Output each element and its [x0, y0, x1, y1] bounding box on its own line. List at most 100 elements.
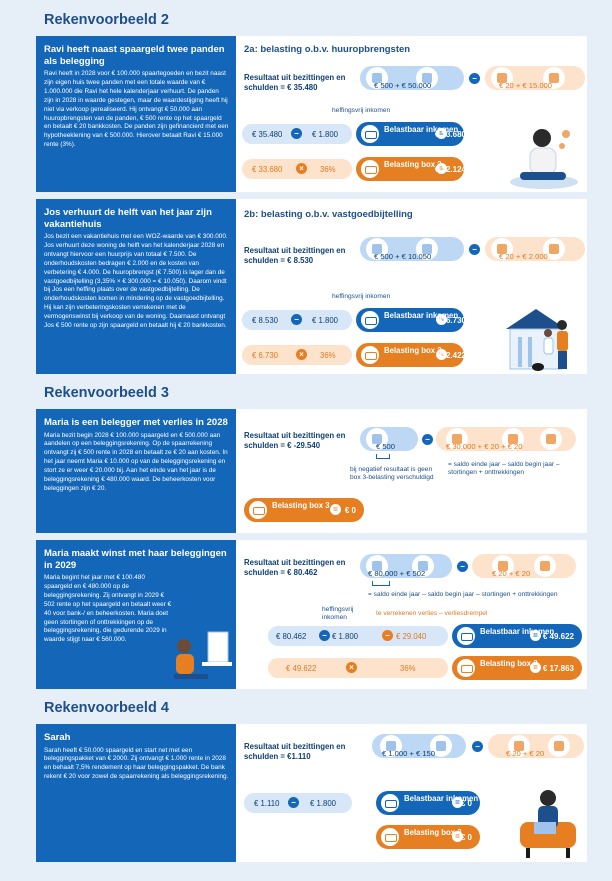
maria-loss-title: Maria is een belegger met verlies in 202…: [44, 417, 228, 428]
jos-taxable-income: Belastbaar inkomen = € 6.730: [356, 308, 466, 332]
ravi-costs-values: € 20 + € 15.000: [499, 81, 552, 90]
maria-profit-row2-a: € 49.622: [286, 664, 317, 673]
maria-profit-box3-label: Belasting box 3: [480, 659, 538, 668]
maria-profit-row-1: € 80.462 € 1.800 € 29.040: [268, 626, 448, 646]
investment-icon: [366, 555, 388, 577]
ravi-text-panel: Ravi heeft naast spaargeld twee panden a…: [36, 36, 236, 192]
equals-icon: =: [436, 163, 447, 174]
jos-title: Jos verhuurt de helft van het jaar zijn …: [44, 207, 212, 230]
sarah-box3-tax: Belasting box 3 = € 0: [376, 825, 480, 849]
ravi-row2-a: € 33.680: [252, 165, 283, 174]
jos-text-panel: Jos verhuurt de helft van het jaar zijn …: [36, 199, 236, 374]
equals-icon: =: [452, 797, 463, 808]
maria-profit-row-2: € 49.622 36%: [268, 658, 448, 678]
minus-operator-icon: −: [382, 630, 393, 641]
tax-form-icon: [457, 659, 475, 677]
coins-icon: [381, 794, 399, 812]
interest-hand-icon: [543, 67, 565, 89]
equals-icon: =: [330, 504, 341, 515]
equals-icon: =: [530, 662, 541, 673]
brace-marker: [376, 454, 390, 459]
costs-piggy-icon: [492, 555, 514, 577]
maria-profit-text-panel: Maria maakt winst met haar beleggingen i…: [36, 540, 236, 689]
minus-operator-icon: −: [319, 630, 330, 641]
tax-form-icon: [381, 828, 399, 846]
fees-icon: [540, 428, 562, 450]
ravi-calculation: 2a: belasting o.b.v. huuropbrengsten Res…: [236, 36, 587, 192]
maria-profit-income-values: € 80.000 + € 502: [368, 569, 426, 578]
ravi-body: Ravi heeft in 2028 voor € 100.000 spaart…: [44, 70, 229, 149]
maria-loss-calculation: Resultaat uit bezittingen en schulden = …: [236, 409, 587, 533]
maria-loss-box3-label: Belasting box 3: [272, 501, 330, 510]
jos-row1-a: € 8.530: [252, 316, 279, 325]
fees-icon: [548, 735, 570, 757]
ravi-exemption-note: heffingsvrij inkomen: [332, 107, 391, 114]
card-ravi: Ravi heeft naast spaargeld twee panden a…: [36, 36, 587, 192]
equals-icon: =: [452, 831, 463, 842]
ravi-taxable-amount: € 33.680: [434, 130, 466, 139]
sarah-calculation: Resultaat uit bezittingen en schulden = …: [236, 724, 587, 862]
tax-form-icon: [361, 160, 379, 178]
piggy-bank-icon: [366, 67, 388, 89]
ravi-row1-b: € 1.800: [312, 130, 339, 139]
jos-costs-values: € 20 + € 2.000: [499, 252, 548, 261]
piggy-bank-icon: [380, 735, 402, 757]
maria-loss-text-panel: Maria is een belegger met verlies in 202…: [36, 409, 236, 533]
tax-form-icon: [361, 346, 379, 364]
maria-loss-negative-note: bij negatief resultaat is geen box 3-bel…: [350, 466, 434, 481]
maria-loss-formula-note: = saldo einde jaar – saldo begin jaar – …: [448, 461, 560, 476]
holiday-home-illustration: [506, 309, 568, 371]
jos-box3-label: Belasting box 3: [384, 346, 442, 355]
ravi-box3-amount: € 12.124: [434, 165, 466, 174]
costs-piggy-icon: [491, 67, 513, 89]
minus-operator-icon: −: [469, 244, 480, 255]
ravi-income-values: € 500 + € 50.000: [374, 81, 432, 90]
minus-operator-icon: −: [457, 561, 468, 572]
investment-icon: [430, 735, 452, 757]
card-jos: Jos verhuurt de helft van het jaar zijn …: [36, 199, 587, 374]
jos-subtitle: 2b: belasting o.b.v. vastgoedbijtelling: [244, 209, 413, 220]
jos-taxable-amount: € 6.730: [439, 316, 466, 325]
maria-loss-box3-tax: Belasting box 3 = € 0: [244, 498, 364, 522]
jos-calculation: 2b: belasting o.b.v. vastgoedbijtelling …: [236, 199, 587, 374]
jos-box3-amount: € 2.422: [439, 351, 466, 360]
card-sarah: Sarah Sarah heeft € 50.000 spaargeld en …: [36, 724, 587, 862]
ravi-taxable-income: Belastbaar inkomen = € 33.680: [356, 122, 466, 146]
ravi-box3-tax: Belasting box 3 = € 12.124: [356, 157, 466, 181]
heading-example-3: Rekenvoorbeeld 3: [44, 385, 169, 401]
maria-profit-formula-note: = saldo einde jaar – saldo begin jaar – …: [368, 591, 558, 598]
ravi-row2-b: 36%: [320, 165, 336, 174]
ravi-box3-label: Belasting box 3: [384, 160, 442, 169]
multiply-operator-icon: ×: [296, 163, 307, 174]
maria-loss-income-pill: € 500: [360, 427, 418, 451]
sarah-row1-b: € 1.800: [310, 799, 337, 808]
maria-loss-result-label: Resultaat uit bezittingen en schulden = …: [244, 431, 346, 450]
ravi-subtitle: 2a: belasting o.b.v. huuropbrengsten: [244, 44, 411, 55]
sarah-income-pill: € 1.000 + € 150: [372, 734, 466, 758]
ravi-row1-a: € 35.480: [252, 130, 283, 139]
sarah-taxable-income: Belastbaar inkomen = € 0: [376, 791, 480, 815]
jos-result-label: Resultaat uit bezittingen en schulden = …: [244, 246, 346, 265]
heading-example-2: Rekenvoorbeeld 2: [44, 12, 169, 28]
coins-icon: [361, 311, 379, 329]
sarah-title: Sarah: [44, 732, 71, 743]
maria-profit-row1-c: € 29.040: [396, 632, 427, 641]
jos-income-pill: € 500 + € 10.050: [360, 237, 464, 261]
jos-exemption-note: heffingsvrij inkomen: [332, 293, 391, 300]
ravi-income-pill: € 500 + € 50.000: [360, 66, 464, 90]
woman-at-desk-illustration: [174, 631, 232, 679]
minus-operator-icon: −: [472, 741, 483, 752]
piggy-bank-icon: [366, 428, 388, 450]
tax-form-icon: [249, 501, 267, 519]
maria-loss-box3-amount: € 0: [344, 506, 356, 515]
ravi-costs-pill: € 20 + € 15.000: [485, 66, 585, 90]
sarah-costs-pill: € 20 + € 20: [488, 734, 584, 758]
maria-profit-row2-b: 36%: [400, 664, 416, 673]
jos-body: Jos bezit een vakantiehuis met een WOZ-w…: [44, 233, 228, 330]
maria-loss-costs-values: € 30.000 + € 20 + € 20: [446, 442, 523, 451]
maria-loss-income-values: € 500: [376, 442, 396, 451]
person-with-phone-illustration: [510, 129, 578, 189]
equals-icon: =: [436, 128, 447, 139]
brace-marker: [372, 581, 390, 586]
maria-profit-row1-b: € 1.800: [332, 632, 359, 641]
